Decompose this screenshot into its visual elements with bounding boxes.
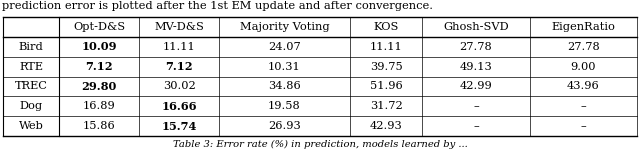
Text: –: – [580,101,586,111]
Text: MV-D&S: MV-D&S [154,22,204,32]
Text: 15.74: 15.74 [161,121,197,132]
Text: 9.00: 9.00 [571,62,596,72]
Text: 39.75: 39.75 [370,62,403,72]
Text: 42.99: 42.99 [460,81,492,91]
Text: 11.11: 11.11 [370,42,403,52]
Text: prediction error is plotted after the 1st EM update and after convergence.: prediction error is plotted after the 1s… [2,1,433,11]
Text: 7.12: 7.12 [85,61,113,72]
Text: RTE: RTE [19,62,43,72]
Text: 42.93: 42.93 [370,121,403,131]
Text: Opt-D&S: Opt-D&S [73,22,125,32]
Text: Web: Web [19,121,44,131]
Text: 51.96: 51.96 [370,81,403,91]
Text: 15.86: 15.86 [83,121,116,131]
Text: 27.78: 27.78 [567,42,600,52]
Text: 29.80: 29.80 [81,81,117,92]
Text: 19.58: 19.58 [268,101,301,111]
Text: 43.96: 43.96 [567,81,600,91]
Text: 16.66: 16.66 [161,101,197,112]
Text: 26.93: 26.93 [268,121,301,131]
Text: –: – [473,121,479,131]
Text: Table 3: Error rate (%) in prediction, models learned by ...: Table 3: Error rate (%) in prediction, m… [173,140,467,149]
Text: 10.31: 10.31 [268,62,301,72]
Text: 27.78: 27.78 [460,42,492,52]
Text: Dog: Dog [19,101,43,111]
Text: 16.89: 16.89 [83,101,116,111]
Text: TREC: TREC [15,81,47,91]
Text: 30.02: 30.02 [163,81,196,91]
Text: 31.72: 31.72 [370,101,403,111]
Text: Majority Voting: Majority Voting [240,22,330,32]
Text: EigenRatio: EigenRatio [552,22,615,32]
Text: 11.11: 11.11 [163,42,196,52]
Text: 49.13: 49.13 [460,62,492,72]
Text: –: – [473,101,479,111]
Text: 24.07: 24.07 [268,42,301,52]
Text: KOS: KOS [373,22,399,32]
Text: Bird: Bird [19,42,44,52]
Text: 7.12: 7.12 [165,61,193,72]
Text: 34.86: 34.86 [268,81,301,91]
Text: Ghosh-SVD: Ghosh-SVD [444,22,509,32]
Text: –: – [580,121,586,131]
Text: 10.09: 10.09 [81,41,117,52]
